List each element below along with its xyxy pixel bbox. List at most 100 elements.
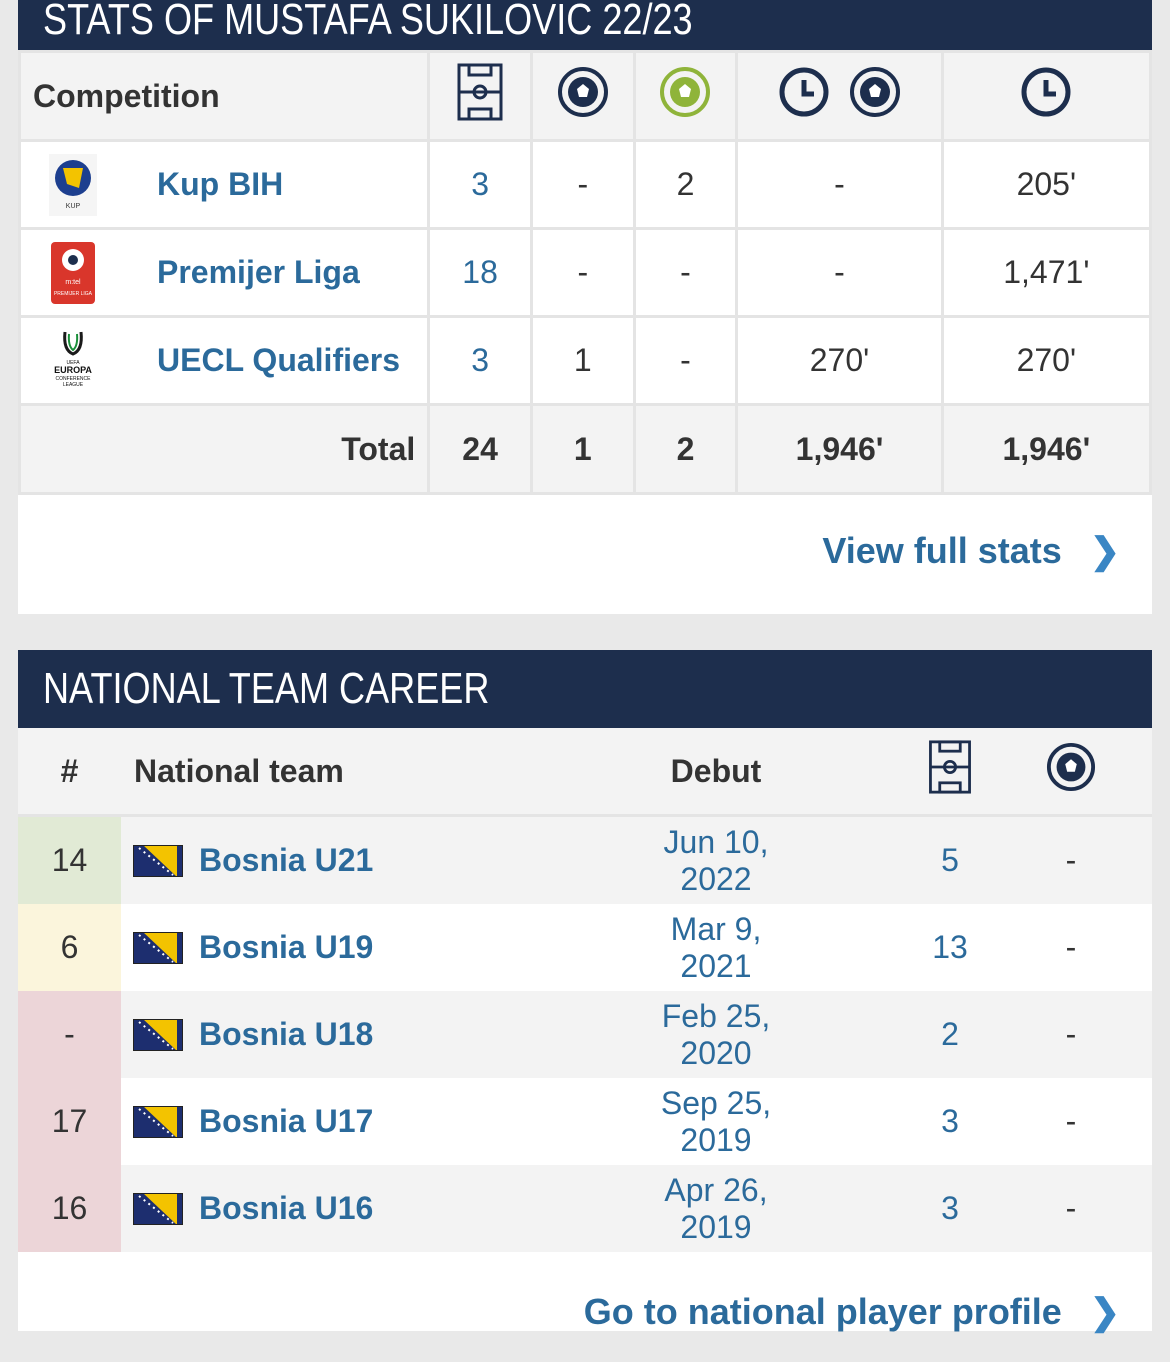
clock-icon: [1021, 67, 1071, 117]
debut-header: Debut: [596, 728, 786, 817]
view-full-stats-link[interactable]: View full stats ❯: [18, 495, 1152, 607]
europa-conference-league-logo[interactable]: UEFA EUROPA CONFERENCE LEAGUE: [49, 327, 97, 394]
mpg-value: -: [735, 139, 944, 230]
team-link[interactable]: Bosnia U16: [199, 1190, 374, 1226]
bosnia-flag-icon: [133, 1018, 183, 1051]
competition-cell: m:tel PREMIJER LIGA Premijer Liga: [17, 227, 431, 318]
spacer-header: [786, 728, 910, 817]
total-apps: 24: [427, 403, 533, 495]
chevron-right-icon: ❯: [1089, 1291, 1120, 1332]
appearances-header: [427, 50, 533, 142]
stats-card: STATS OF MUSTAFA SUKILOVIC 22/23 Competi…: [17, 0, 1153, 614]
apps-value[interactable]: 3: [910, 1078, 990, 1165]
debut-date[interactable]: Jun 10, 2022: [596, 815, 786, 904]
apps-value[interactable]: 3: [427, 139, 533, 230]
svg-text:UEFA: UEFA: [66, 360, 80, 366]
goals-header: [990, 728, 1152, 817]
total-label: Total: [17, 403, 431, 495]
stats-header-row: Competition: [17, 50, 1153, 142]
debut-date[interactable]: Apr 26, 2019: [596, 1165, 786, 1252]
national-header-row: # National team Debut: [18, 728, 1152, 817]
assists-value: -: [632, 315, 739, 406]
apps-value[interactable]: 5: [910, 815, 990, 904]
shirt-number: 16: [18, 1165, 121, 1252]
shirt-number: 6: [18, 904, 121, 991]
apps-value[interactable]: 3: [910, 1165, 990, 1252]
svg-text:KUP: KUP: [66, 203, 81, 210]
bosnia-flag-icon: [133, 1105, 183, 1138]
apps-value[interactable]: 3: [427, 315, 533, 406]
table-row: 6 Bosnia U19 Mar 9, 2021 13 -: [18, 904, 1152, 991]
appearances-header: [910, 728, 990, 817]
stats-header: STATS OF MUSTAFA SUKILOVIC 22/23: [18, 0, 1152, 50]
view-full-stats-label: View full stats: [822, 530, 1062, 571]
goals-value: -: [990, 991, 1152, 1078]
table-row: 17 Bosnia U17 Sep 25, 2019 3 -: [18, 1078, 1152, 1165]
team-cell: Bosnia U16: [121, 1165, 596, 1252]
number-header: #: [18, 728, 121, 817]
competition-link[interactable]: UECL Qualifiers: [157, 342, 401, 378]
debut-date[interactable]: Feb 25, 2020: [596, 991, 786, 1078]
shirt-number: -: [18, 991, 121, 1078]
team-link[interactable]: Bosnia U19: [199, 929, 374, 965]
competition-link[interactable]: Premijer Liga: [157, 254, 360, 290]
shirt-number: 17: [18, 1078, 121, 1165]
apps-value[interactable]: 2: [910, 991, 990, 1078]
competition-cell: UEFA EUROPA CONFERENCE LEAGUE UECL Quali…: [17, 315, 431, 406]
total-goals: 1: [529, 403, 636, 495]
bosnia-flag-icon: [133, 844, 183, 877]
goals-value: -: [529, 227, 636, 318]
goals-header: [529, 50, 636, 142]
kup-bih-logo[interactable]: KUP: [49, 153, 97, 216]
assists-value: 2: [632, 139, 739, 230]
goals-value: -: [529, 139, 636, 230]
total-minutes: 1,946': [940, 403, 1153, 495]
stats-title: STATS OF MUSTAFA SUKILOVIC 22/23: [43, 0, 693, 44]
team-cell: Bosnia U18: [121, 991, 596, 1078]
team-header: National team: [121, 728, 596, 817]
national-team-title: NATIONAL TEAM CAREER: [43, 664, 490, 713]
team-cell: Bosnia U19: [121, 904, 596, 991]
goals-value: -: [990, 815, 1152, 904]
premijer-liga-logo[interactable]: m:tel PREMIJER LIGA: [49, 241, 97, 304]
assists-header: [632, 50, 739, 142]
svg-text:CONFERENCE: CONFERENCE: [55, 376, 91, 382]
chevron-right-icon: ❯: [1089, 530, 1120, 571]
goals-value: 1: [529, 315, 636, 406]
spacer-cell: [786, 1165, 910, 1252]
national-profile-link[interactable]: Go to national player profile ❯: [18, 1252, 1152, 1362]
table-row: 16 Bosnia U16 Apr 26, 2019 3 -: [18, 1165, 1152, 1252]
table-row: - Bosnia U18 Feb 25, 2020 2 -: [18, 991, 1152, 1078]
svg-text:PREMIJER LIGA: PREMIJER LIGA: [54, 291, 93, 297]
national-team-table: # National team Debut: [18, 728, 1152, 1252]
minutes-value: 205': [940, 139, 1153, 230]
debut-date[interactable]: Mar 9, 2021: [596, 904, 786, 991]
goals-value: -: [990, 1165, 1152, 1252]
team-cell: Bosnia U21: [121, 815, 596, 904]
team-link[interactable]: Bosnia U17: [199, 1103, 374, 1139]
svg-text:EUROPA: EUROPA: [54, 365, 92, 375]
ball-icon: [1046, 742, 1096, 792]
apps-value[interactable]: 18: [427, 227, 533, 318]
table-row: UEFA EUROPA CONFERENCE LEAGUE UECL Quali…: [17, 315, 1153, 406]
debut-date[interactable]: Sep 25, 2019: [596, 1078, 786, 1165]
team-link[interactable]: Bosnia U18: [199, 1016, 374, 1052]
competition-cell: KUP Kup BIH: [17, 139, 431, 230]
mpg-value: -: [735, 227, 944, 318]
spacer-cell: [786, 904, 910, 991]
assists-value: -: [632, 227, 739, 318]
bosnia-flag-icon: [133, 931, 183, 964]
table-row: KUP Kup BIH 3 - 2 - 205': [17, 139, 1153, 230]
team-link[interactable]: Bosnia U21: [199, 842, 374, 878]
minutes-per-goal-header: [735, 50, 944, 142]
clock-icon: [779, 67, 829, 117]
shirt-number: 14: [18, 815, 121, 904]
svg-text:LEAGUE: LEAGUE: [63, 382, 84, 388]
minutes-value: 270': [940, 315, 1153, 406]
spacer-cell: [786, 815, 910, 904]
apps-value[interactable]: 13: [910, 904, 990, 991]
national-team-card: NATIONAL TEAM CAREER # National team Deb…: [18, 650, 1152, 1332]
minutes-header: [940, 50, 1153, 142]
competition-link[interactable]: Kup BIH: [157, 166, 284, 202]
svg-text:m:tel: m:tel: [65, 279, 81, 286]
